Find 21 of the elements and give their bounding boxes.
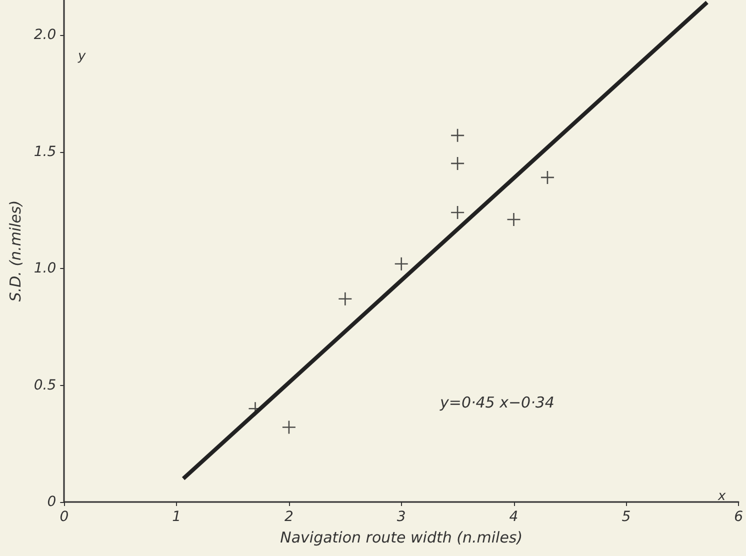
x-tick-label: 3 [396, 509, 406, 525]
annotation: y [77, 49, 86, 64]
x-tick-label: 1 [172, 509, 182, 525]
y-tick-label: 0.5 [34, 377, 56, 394]
point [282, 420, 296, 434]
annotation: y=0·45 x−0·34 [439, 394, 554, 412]
y-tick-label: 1.0 [34, 260, 56, 277]
x-tick-label: 5 [622, 509, 631, 525]
x-tick-label: 2 [284, 509, 294, 525]
x-axis-title: Navigation route width (n.miles) [280, 528, 523, 546]
y-tick-label: 1.5 [34, 144, 56, 160]
y-axis-title: S.D. (n.miles) [6, 200, 24, 302]
point [394, 257, 408, 270]
y-tick-label: 2.0 [34, 27, 56, 44]
point [507, 212, 520, 226]
point [338, 292, 352, 306]
x-tick-label: 4 [509, 509, 518, 525]
x-tick-label: 0 [60, 509, 69, 525]
y-tick-label: 0 [47, 494, 56, 510]
x-tick-label: 6 [734, 509, 744, 525]
annotation: x [717, 489, 726, 504]
